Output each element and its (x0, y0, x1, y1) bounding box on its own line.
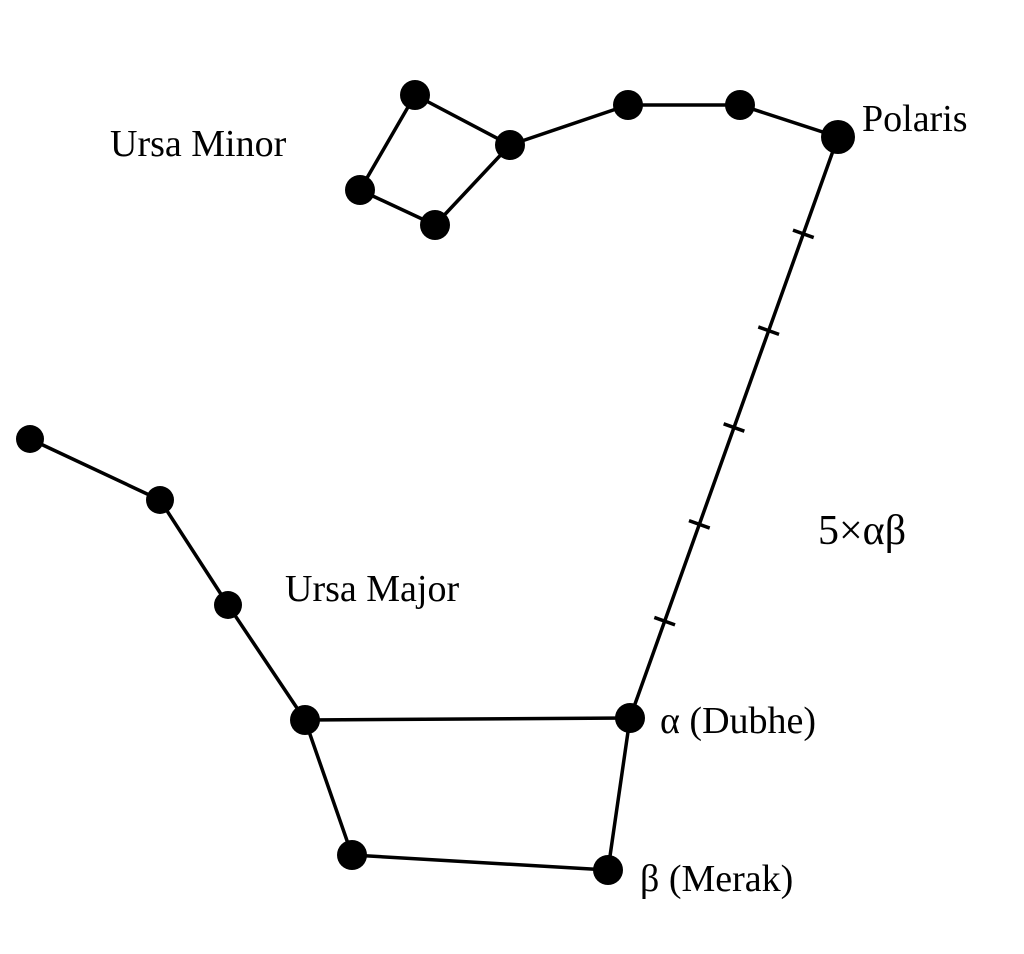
star-uma_merak (593, 855, 623, 885)
star-umi_epsilon (613, 90, 643, 120)
edge-ursa_major-uma_alioth-uma_megrez (228, 605, 305, 720)
label-polaris: Polaris (862, 100, 968, 138)
star-umi_eta (420, 210, 450, 240)
edge-ursa_minor-umi_zeta-umi_eta (435, 145, 510, 225)
edge-ursa_major-uma_phecda-uma_merak (352, 855, 608, 870)
star-uma_alioth (214, 591, 242, 619)
label-beta-merak: β (Merak) (640, 860, 793, 898)
label-pointer-scale: 5×αβ (818, 510, 906, 552)
star-polaris (821, 120, 855, 154)
star-umi_delta (725, 90, 755, 120)
star-umi_pherkad (400, 80, 430, 110)
star-uma_dubhe (615, 703, 645, 733)
edge-ursa_minor-umi_zeta-umi_epsilon (510, 105, 628, 145)
edge-ursa_major-uma_dubhe-uma_megrez (305, 718, 630, 720)
star-umi_zeta (495, 130, 525, 160)
star-uma_mizar (146, 486, 174, 514)
edge-ursa_minor-umi_kochab-umi_pherkad (360, 95, 415, 190)
star-uma_eta (16, 425, 44, 453)
edge-ursa_major-uma_eta-uma_mizar (30, 439, 160, 500)
star-uma_phecda (337, 840, 367, 870)
label-alpha-dubhe: α (Dubhe) (660, 702, 816, 740)
edge-ursa_major-uma_mizar-uma_alioth (160, 500, 228, 605)
star-umi_kochab (345, 175, 375, 205)
label-ursa-major: Ursa Major (285, 570, 459, 608)
edge-ursa_major-uma_merak-uma_dubhe (608, 718, 630, 870)
star-uma_megrez (290, 705, 320, 735)
edge-ursa_minor-umi_pherkad-umi_zeta (415, 95, 510, 145)
label-ursa-minor: Ursa Minor (110, 125, 286, 163)
edge-ursa_major-uma_megrez-uma_phecda (305, 720, 352, 855)
